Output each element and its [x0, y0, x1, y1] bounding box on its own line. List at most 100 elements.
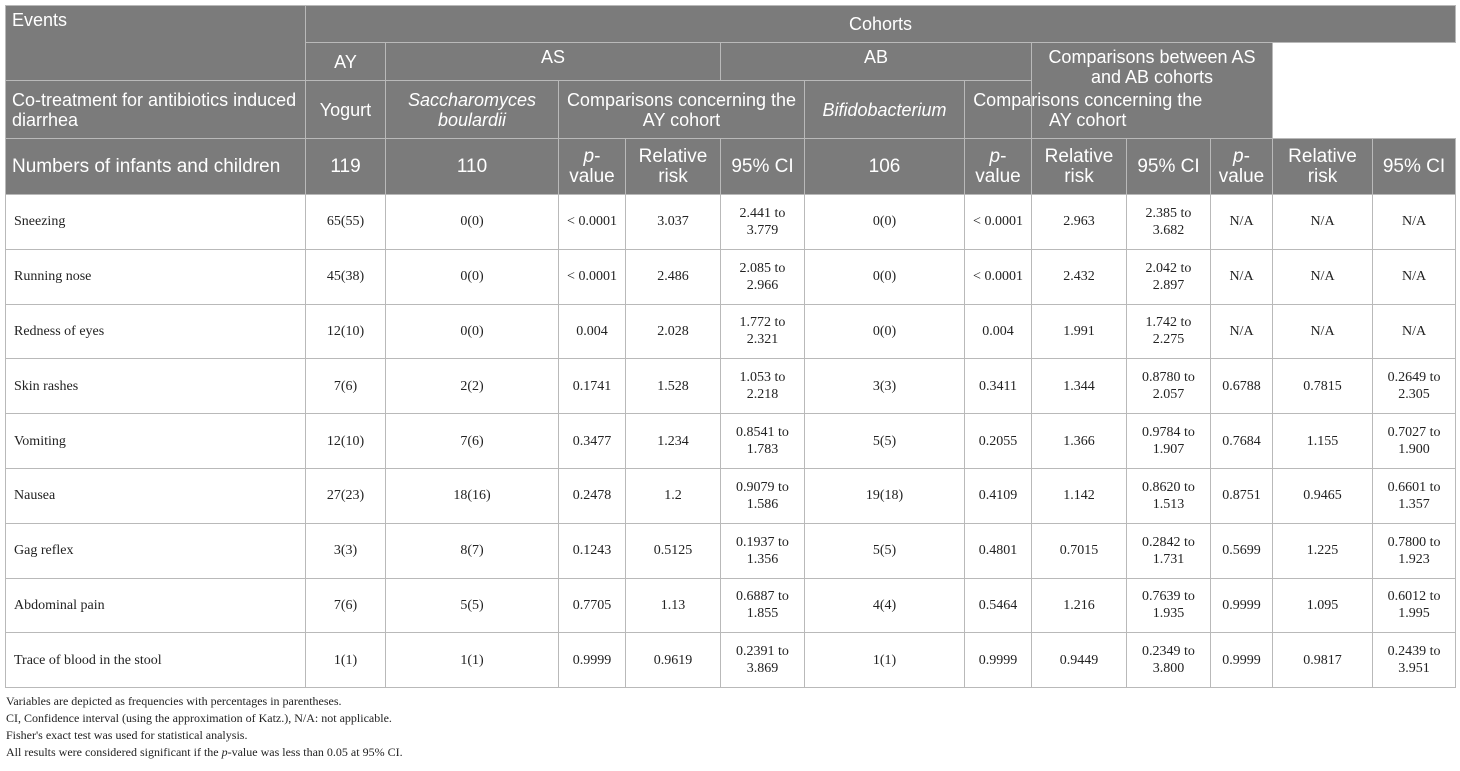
cell-event: Redness of eyes: [5, 303, 306, 360]
cell-cmp-rr: N/A: [1272, 303, 1373, 360]
table-row: Gag reflex 3(3) 8(7) 0.1243 0.5125 0.1937 to …: [5, 522, 1457, 579]
header-ab-ci: 95% CI: [1126, 138, 1211, 195]
cell-cmp-ci: N/A: [1371, 194, 1457, 250]
cell-ab-ci: 2.385 to 3.682: [1126, 194, 1211, 250]
cell-event: Trace of blood in the stool: [5, 632, 306, 689]
cell-cmp-ci: 0.2649 to 2.305: [1371, 358, 1457, 415]
header-cohorts: Cohorts: [304, 5, 1457, 43]
cell-as-ci: 0.2391 to 3.869: [720, 632, 805, 689]
cell-as: 0(0): [385, 248, 559, 305]
cell-as-ci: 0.8541 to 1.783: [720, 413, 805, 469]
cell-cmp-ci: 0.7800 to 1.923: [1371, 522, 1457, 579]
header-n-as: 110: [385, 138, 559, 195]
cell-as: 0(0): [385, 194, 559, 250]
footnote-ci: CI, Confidence interval (using the appro…: [6, 711, 392, 726]
cell-ay: 12(10): [305, 413, 386, 469]
header-cotreatment: Co-treatment for antibiotics induced dia…: [5, 80, 306, 139]
header-as-comparisons-ay: Comparisons concerning the AY cohort: [558, 80, 805, 139]
cell-ay: 1(1): [305, 632, 386, 689]
table-row: Nausea 27(23) 18(16) 0.2478 1.2 0.9079 to 1.5…: [5, 467, 1457, 524]
cell-as-rr: 0.5125: [625, 522, 721, 579]
cell-ab: 5(5): [804, 413, 965, 469]
header-ab-comparisons-ay: Comparisons concerning the AY cohort: [964, 80, 1211, 139]
footnote-variables: Variables are depicted as frequencies wi…: [6, 694, 342, 709]
cell-cmp-ci: 0.2439 to 3.951: [1371, 632, 1457, 689]
cell-ab: 5(5): [804, 522, 965, 579]
cell-ab-ci: 1.742 to 2.275: [1126, 303, 1211, 360]
table-body: Sneezing 65(55) 0(0) < 0.0001 3.037 2.441 to …: [5, 194, 1457, 689]
cell-ab-ci: 2.042 to 2.897: [1126, 248, 1211, 305]
cell-ab-rr: 2.963: [1031, 194, 1127, 250]
cell-cmp-rr: 0.9817: [1272, 632, 1373, 689]
header-s-boulardii: Saccharomyces boulardii: [385, 80, 559, 139]
header-ab-p-value: p-value: [964, 138, 1032, 195]
cell-as-ci: 1.053 to 2.218: [720, 358, 805, 415]
header-bifidobacterium: Bifidobacterium: [804, 80, 965, 139]
cell-ab-p: 0.4801: [964, 522, 1032, 579]
cell-ab-rr: 0.7015: [1031, 522, 1127, 579]
cell-ab: 0(0): [804, 194, 965, 250]
cell-ab-rr: 1.366: [1031, 413, 1127, 469]
cell-ab-p: 0.3411: [964, 358, 1032, 415]
header-ay: AY: [305, 42, 386, 81]
cell-cmp-p: 0.9999: [1210, 632, 1273, 689]
cell-ay: 7(6): [305, 358, 386, 415]
cell-ab: 0(0): [804, 303, 965, 360]
cell-ab: 19(18): [804, 467, 965, 524]
header-cmp-p-value: p-value: [1210, 138, 1273, 195]
table-row: Running nose 45(38) 0(0) < 0.0001 2.486 2.085…: [5, 248, 1457, 305]
cell-cmp-rr: 0.7815: [1272, 358, 1373, 415]
cell-cmp-p: 0.9999: [1210, 577, 1273, 634]
cell-cmp-p: N/A: [1210, 194, 1273, 250]
table-row: Skin rashes 7(6) 2(2) 0.1741 1.528 1.053 to 2…: [5, 358, 1457, 415]
cell-event: Abdominal pain: [5, 577, 306, 634]
cell-cmp-ci: N/A: [1371, 303, 1457, 360]
cell-ab-ci: 0.9784 to 1.907: [1126, 413, 1211, 469]
cell-as-p: < 0.0001: [558, 194, 626, 250]
cell-as: 8(7): [385, 522, 559, 579]
cell-ab-p: 0.4109: [964, 467, 1032, 524]
cell-ab-rr: 1.991: [1031, 303, 1127, 360]
cell-as-ci: 0.6887 to 1.855: [720, 577, 805, 634]
cell-ay: 65(55): [305, 194, 386, 250]
cell-as-rr: 1.13: [625, 577, 721, 634]
header-n-ab: 106: [804, 138, 965, 195]
cell-ab-p: < 0.0001: [964, 194, 1032, 250]
cell-cmp-p: 0.8751: [1210, 467, 1273, 524]
cell-cmp-rr: 1.155: [1272, 413, 1373, 469]
footnote-fisher: Fisher's exact test was used for statist…: [6, 728, 248, 743]
header-as-p-value: p-value: [558, 138, 626, 195]
cell-ab-ci: 0.7639 to 1.935: [1126, 577, 1211, 634]
table-row: Abdominal pain 7(6) 5(5) 0.7705 1.13 0.6887 t…: [5, 577, 1457, 634]
cell-cmp-p: 0.7684: [1210, 413, 1273, 469]
header-ab-relative-risk: Relative risk: [1031, 138, 1127, 195]
cell-as-rr: 0.9619: [625, 632, 721, 689]
cell-cmp-rr: 1.095: [1272, 577, 1373, 634]
header-as: AS: [385, 42, 721, 81]
cell-ab-p: 0.9999: [964, 632, 1032, 689]
header-as-relative-risk: Relative risk: [625, 138, 721, 195]
cell-cmp-rr: N/A: [1272, 194, 1373, 250]
cell-ay: 45(38): [305, 248, 386, 305]
cell-cmp-rr: N/A: [1272, 248, 1373, 305]
cell-as: 7(6): [385, 413, 559, 469]
cell-ab: 4(4): [804, 577, 965, 634]
header-ab: AB: [720, 42, 1032, 81]
cell-ab-p: 0.004: [964, 303, 1032, 360]
table-header: Events Cohorts AY AS AB Comparisons betw…: [5, 5, 1457, 195]
cell-ay: 3(3): [305, 522, 386, 579]
cell-cmp-rr: 0.9465: [1272, 467, 1373, 524]
cell-event: Gag reflex: [5, 522, 306, 579]
cell-as-ci: 0.9079 to 1.586: [720, 467, 805, 524]
header-yogurt: Yogurt: [305, 80, 386, 139]
cell-as-p: 0.7705: [558, 577, 626, 634]
cell-event: Running nose: [5, 248, 306, 305]
cell-ab-ci: 0.2842 to 1.731: [1126, 522, 1211, 579]
cell-ab: 3(3): [804, 358, 965, 415]
header-cmp-ci: 95% CI: [1371, 138, 1457, 195]
cell-as: 0(0): [385, 303, 559, 360]
cell-ab: 1(1): [804, 632, 965, 689]
cell-ab: 0(0): [804, 248, 965, 305]
header-as-ci: 95% CI: [720, 138, 805, 195]
cell-ab-ci: 0.2349 to 3.800: [1126, 632, 1211, 689]
